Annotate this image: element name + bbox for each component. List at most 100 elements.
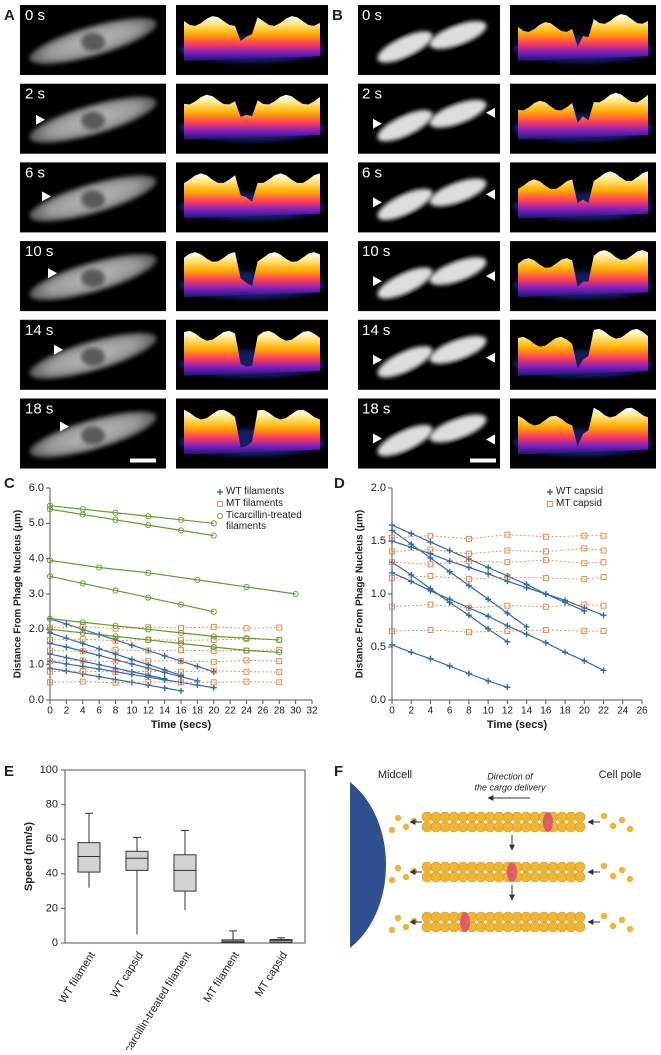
nucleus [81, 426, 105, 445]
subunit [421, 921, 433, 933]
time-label: 0 s [362, 7, 382, 24]
point [292, 590, 299, 598]
subunit [502, 911, 514, 923]
nucleus [81, 190, 105, 209]
point [79, 580, 86, 587]
point [600, 612, 607, 619]
point [542, 533, 549, 540]
arrowhead [486, 107, 495, 118]
point [465, 558, 472, 565]
point [389, 559, 395, 566]
subunit [493, 821, 505, 833]
point [112, 637, 119, 644]
fit-line [391, 548, 604, 555]
free-subunit [410, 817, 418, 825]
point [243, 657, 250, 664]
y-tick-label: 100 [40, 764, 58, 776]
subunit [457, 861, 469, 873]
subunit [511, 811, 523, 823]
point [408, 578, 415, 585]
y-tick-label: 2.0 [29, 623, 44, 635]
point [46, 615, 54, 622]
point [485, 613, 492, 620]
image-b-gray: 18 s [358, 398, 500, 469]
x-axis-label: Time (secs) [487, 719, 548, 731]
time-label: 2 s [362, 86, 382, 103]
y-tick-label: 5.0 [29, 517, 44, 529]
subunit [556, 921, 568, 933]
cell [429, 257, 487, 286]
legend-label: MT capsid [556, 498, 602, 509]
subunit [520, 921, 532, 933]
subunit [475, 911, 487, 923]
subunit [475, 871, 487, 883]
point [581, 604, 588, 611]
subunit [565, 911, 577, 923]
subunit [520, 861, 532, 873]
nucleus [81, 33, 105, 51]
point [177, 601, 185, 608]
point [128, 671, 135, 678]
legend-entry: WT capsid [556, 486, 603, 497]
point [46, 557, 54, 564]
legend-entry: MT filaments [226, 498, 283, 509]
subunit [475, 861, 487, 873]
legend-marker [547, 501, 553, 507]
point [96, 652, 103, 659]
subunit [520, 871, 532, 883]
subunit [511, 911, 523, 923]
subunit [556, 911, 568, 923]
x-tick-label: MT capsid [253, 950, 290, 999]
point [178, 658, 184, 665]
x-tick-label: 10 [126, 706, 138, 717]
point [465, 576, 472, 583]
legend-entry: MT capsid [556, 498, 602, 509]
subunit [511, 921, 523, 933]
cell [429, 99, 487, 128]
subunit [484, 871, 496, 883]
point [581, 560, 588, 567]
point [581, 576, 588, 583]
point [47, 640, 53, 647]
free-subunit [402, 923, 410, 931]
cell-pole-label: Cell pole [599, 769, 642, 781]
point [504, 610, 511, 617]
point [210, 647, 217, 654]
point [389, 527, 395, 534]
subunit [493, 871, 505, 883]
point [63, 621, 70, 628]
y-tick-label: 4.0 [29, 553, 44, 565]
point [79, 678, 86, 685]
x-tick-label: 20 [208, 706, 220, 717]
point [427, 573, 434, 579]
direction-label: the cargo delivery [474, 782, 546, 792]
free-subunit [618, 816, 626, 824]
image-b-gray: 10 s [358, 241, 500, 312]
free-subunit [626, 925, 634, 933]
point [210, 633, 217, 640]
y-tick-label: 0.0 [29, 694, 44, 706]
point [112, 587, 119, 594]
subunit [421, 821, 433, 833]
image-a-gray: 18 s [20, 398, 166, 469]
point [542, 603, 549, 610]
point [389, 534, 395, 541]
point [523, 584, 530, 591]
y-axis-label: Speed (nm/s) [23, 822, 35, 891]
point [427, 561, 434, 568]
subunit [529, 921, 541, 933]
subunit [439, 861, 451, 873]
point [465, 629, 472, 636]
chart: 0 20 40 60 80 100 Speed (nm/s) WT filament WT ca… [23, 764, 306, 1055]
point [408, 649, 415, 656]
legend-marker [217, 501, 223, 507]
point [178, 637, 184, 644]
subunit [574, 921, 586, 933]
subunit [484, 911, 496, 923]
point [63, 660, 70, 667]
point [210, 679, 217, 686]
point [210, 636, 217, 643]
fit-line [49, 626, 280, 630]
time-label: 18 s [362, 400, 390, 417]
